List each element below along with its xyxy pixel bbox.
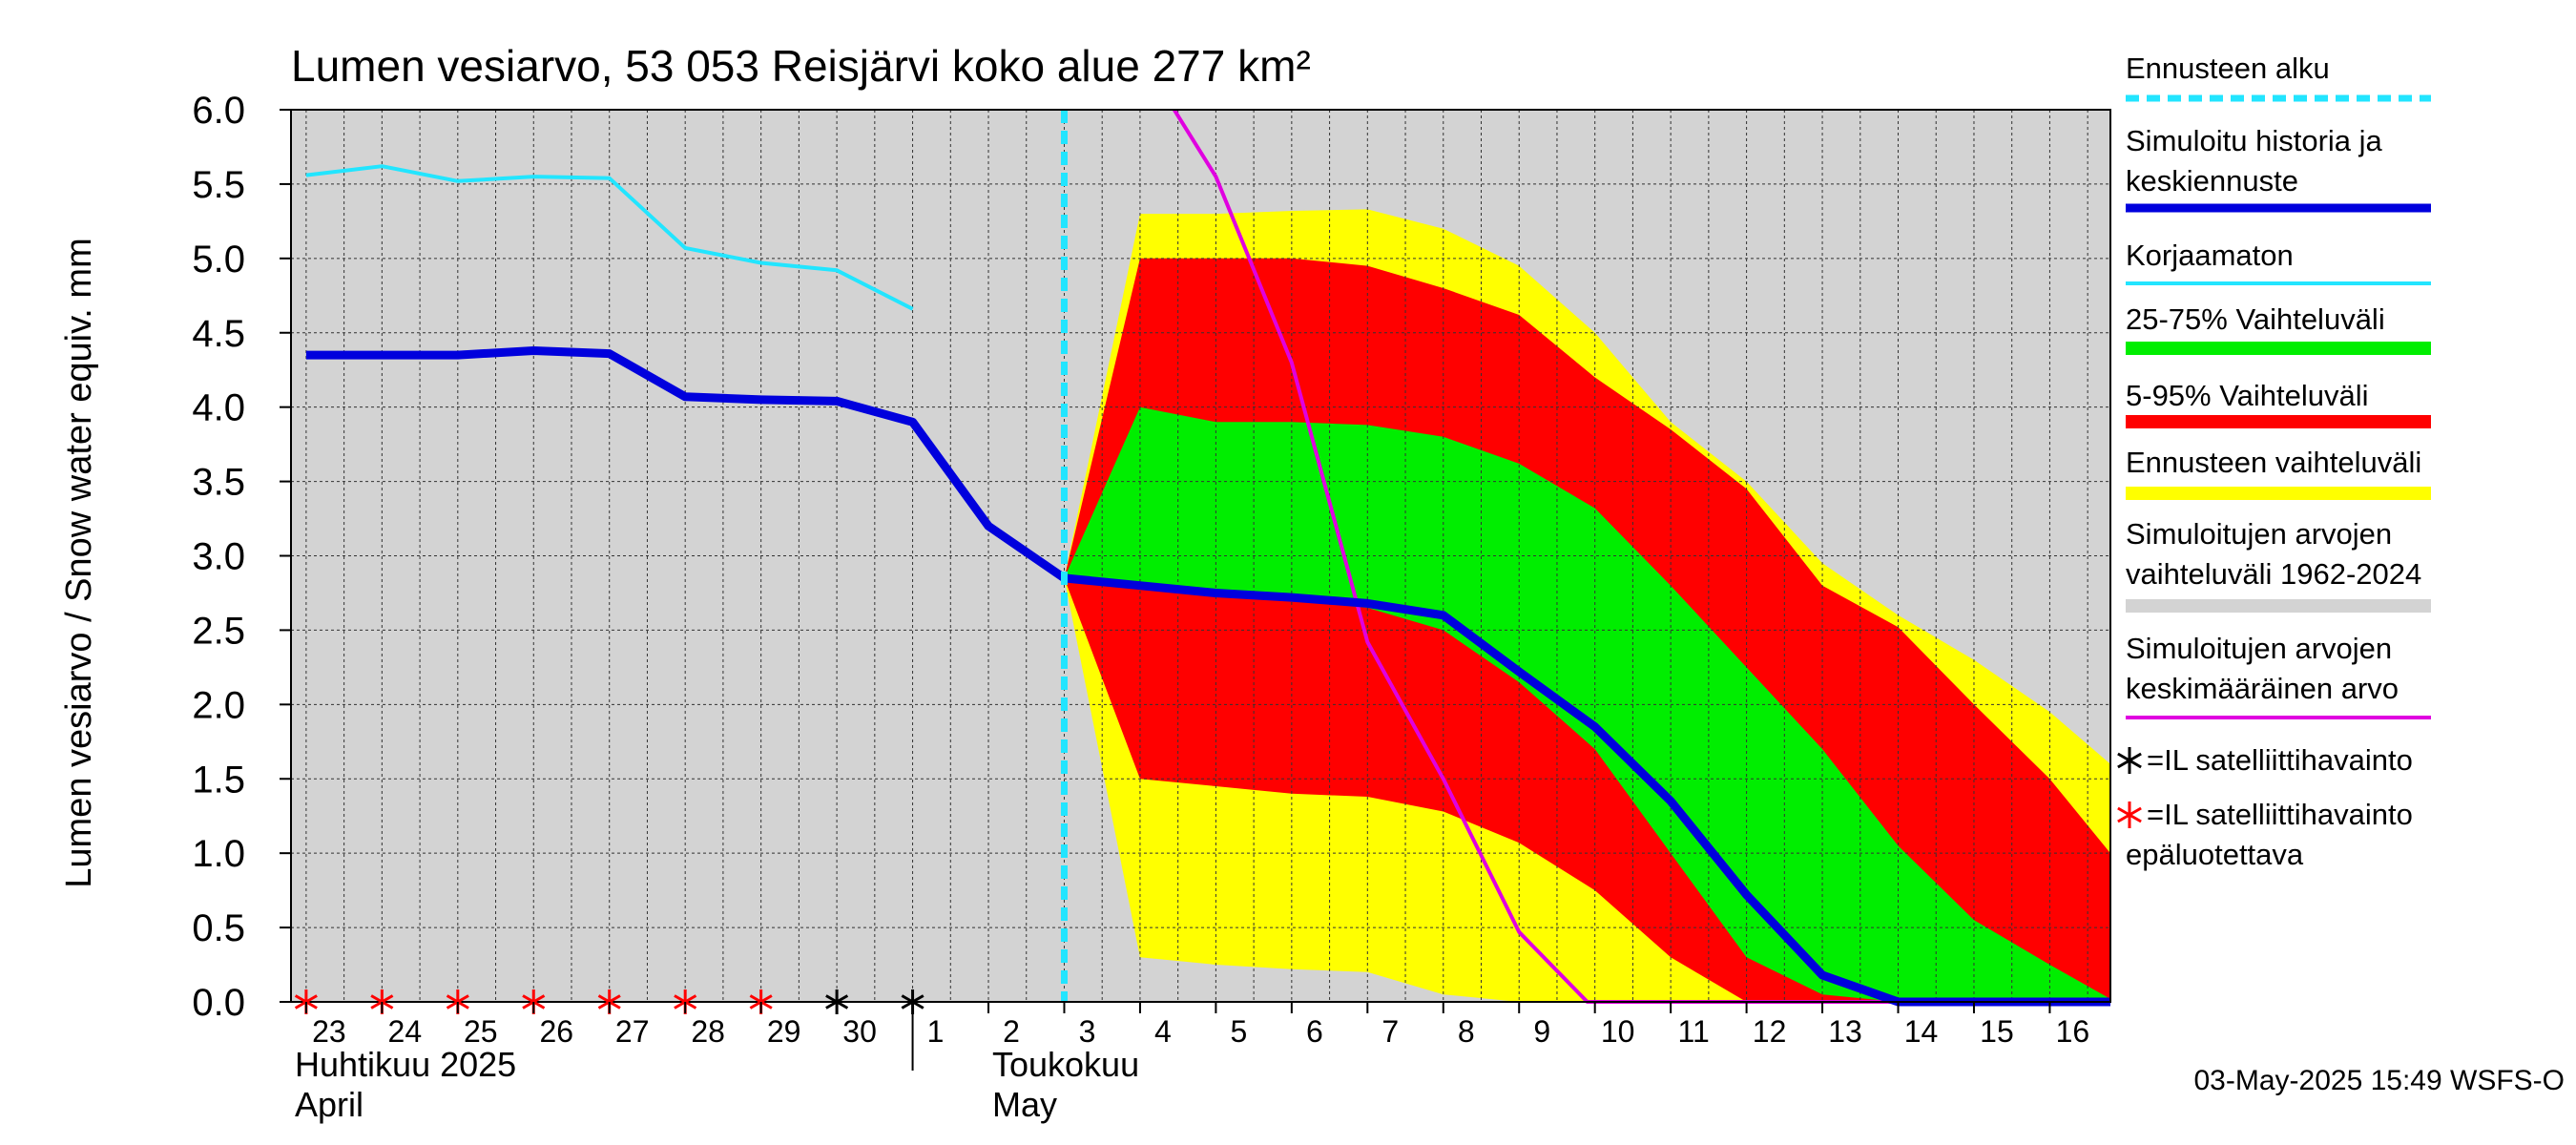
legend-item: Simuloitu historia ja keskiennuste — [2126, 124, 2431, 213]
legend-label: Simuloitu historia ja — [2126, 124, 2383, 157]
x-tick-label: 5 — [1230, 1014, 1247, 1049]
month-label: Toukokuu — [992, 1045, 1139, 1084]
legend-label: keskiennuste — [2126, 164, 2298, 198]
legend-label: keskimääräinen arvo — [2126, 672, 2399, 705]
marker-stroke — [2117, 752, 2142, 769]
y-tick-label: 5.0 — [192, 239, 245, 281]
x-tick-label: 25 — [464, 1014, 498, 1049]
x-tick-label: 24 — [388, 1014, 423, 1049]
x-tick-label: 29 — [767, 1014, 801, 1049]
x-tick-label: 16 — [2056, 1014, 2090, 1049]
legend-item: Simuloitujen arvojen vaihteluväli 1962-20… — [2126, 517, 2431, 613]
footer-timestamp: 03-May-2025 15:49 WSFS-O — [2194, 1065, 2566, 1096]
y-tick-label: 2.0 — [192, 684, 245, 726]
x-tick-label: 11 — [1678, 1014, 1710, 1049]
x-tick-label: 3 — [1079, 1014, 1096, 1049]
x-tick-label: 26 — [539, 1014, 573, 1049]
legend: Ennusteen alku Simuloitu historia ja keski… — [2117, 52, 2431, 871]
x-tick-label: 15 — [1980, 1014, 2014, 1049]
legend-label: 5-95% Vaihteluväli — [2126, 379, 2368, 412]
y-tick-label: 5.5 — [192, 164, 245, 206]
series-simuloitu-keskiennuste — [305, 346, 2110, 1007]
legend-label: 25-75% Vaihteluväli — [2126, 302, 2385, 336]
y-tick-label: 3.5 — [192, 462, 245, 504]
x-tick-label: 13 — [1828, 1014, 1862, 1049]
x-tick-label: 23 — [312, 1014, 346, 1049]
legend-item: Korjaamaton — [2126, 239, 2431, 285]
x-tick-label: 28 — [691, 1014, 725, 1049]
x-tick-label: 12 — [1753, 1014, 1787, 1049]
y-tick-label: 6.0 — [192, 90, 245, 132]
plot-area — [290, 108, 2111, 1014]
legend-label: vaihteluväli 1962-2024 — [2126, 557, 2421, 591]
x-tick-label: 8 — [1458, 1014, 1475, 1049]
legend-marker-label: epäluotettava — [2126, 838, 2304, 871]
month-label-en: May — [992, 1085, 1057, 1124]
legend-marker-item: =IL satelliittihavainto — [2117, 743, 2413, 777]
series-korjaamaton — [305, 164, 914, 311]
month-label: Huhtikuu 2025 — [295, 1045, 516, 1084]
y-tick-label: 0.0 — [192, 982, 245, 1024]
x-tick-label: 7 — [1381, 1014, 1399, 1049]
y-tick-label: 2.5 — [192, 610, 245, 652]
x-axis: 23 24 25 26 27 28 29 30 1 2 3 4 5 6 7 8 9 10 11 12 13 14 15 16H… — [295, 1002, 2089, 1124]
x-tick-label: 27 — [615, 1014, 650, 1049]
month-label-en: April — [295, 1085, 364, 1124]
legend-label: Simuloitujen arvojen — [2126, 632, 2392, 665]
y-tick-label: 4.0 — [192, 387, 245, 429]
legend-label: Ennusteen alku — [2126, 52, 2330, 85]
x-tick-label: 9 — [1533, 1014, 1550, 1049]
legend-label: Korjaamaton — [2126, 239, 2294, 272]
y-axis: 0.0 0.5 1.0 1.5 2.0 2.5 3.0 3.5 4.0 4.5 5.0 5.5 6.0 — [192, 90, 291, 1024]
legend-item: 25-75% Vaihteluväli — [2126, 302, 2431, 355]
legend-marker-label: =IL satelliittihavainto — [2147, 798, 2413, 831]
x-tick-label: 14 — [1904, 1014, 1939, 1049]
legend-marker-item: =IL satelliittihavainto epäluotettava — [2117, 798, 2413, 871]
x-tick-label: 30 — [842, 1014, 877, 1049]
y-axis-label: Lumen vesiarvo / Snow water equiv. mm — [59, 238, 99, 887]
y-tick-label: 1.5 — [192, 759, 245, 801]
legend-label: Simuloitujen arvojen — [2126, 517, 2392, 551]
legend-item: Ennusteen vaihteluväli — [2126, 446, 2431, 500]
y-tick-label: 0.5 — [192, 907, 245, 949]
y-tick-label: 4.5 — [192, 313, 245, 355]
legend-item: Ennusteen alku — [2126, 52, 2431, 102]
legend-label: Ennusteen vaihteluväli — [2126, 446, 2421, 479]
marker-stroke — [2117, 806, 2142, 823]
x-tick-label: 10 — [1601, 1014, 1635, 1049]
legend-item: 5-95% Vaihteluväli — [2126, 379, 2431, 428]
y-tick-label: 1.0 — [192, 833, 245, 875]
x-tick-label: 4 — [1154, 1014, 1172, 1049]
x-tick-label: 6 — [1306, 1014, 1323, 1049]
y-tick-label: 3.0 — [192, 536, 245, 578]
x-tick-label: 1 — [927, 1014, 945, 1049]
chart-title: Lumen vesiarvo, 53 053 Reisjärvi koko al… — [291, 41, 1311, 91]
x-tick-label: 2 — [1003, 1014, 1020, 1049]
legend-item: Simuloitujen arvojen keskimääräinen arvo — [2126, 632, 2431, 719]
legend-marker-label: =IL satelliittihavainto — [2147, 743, 2413, 777]
